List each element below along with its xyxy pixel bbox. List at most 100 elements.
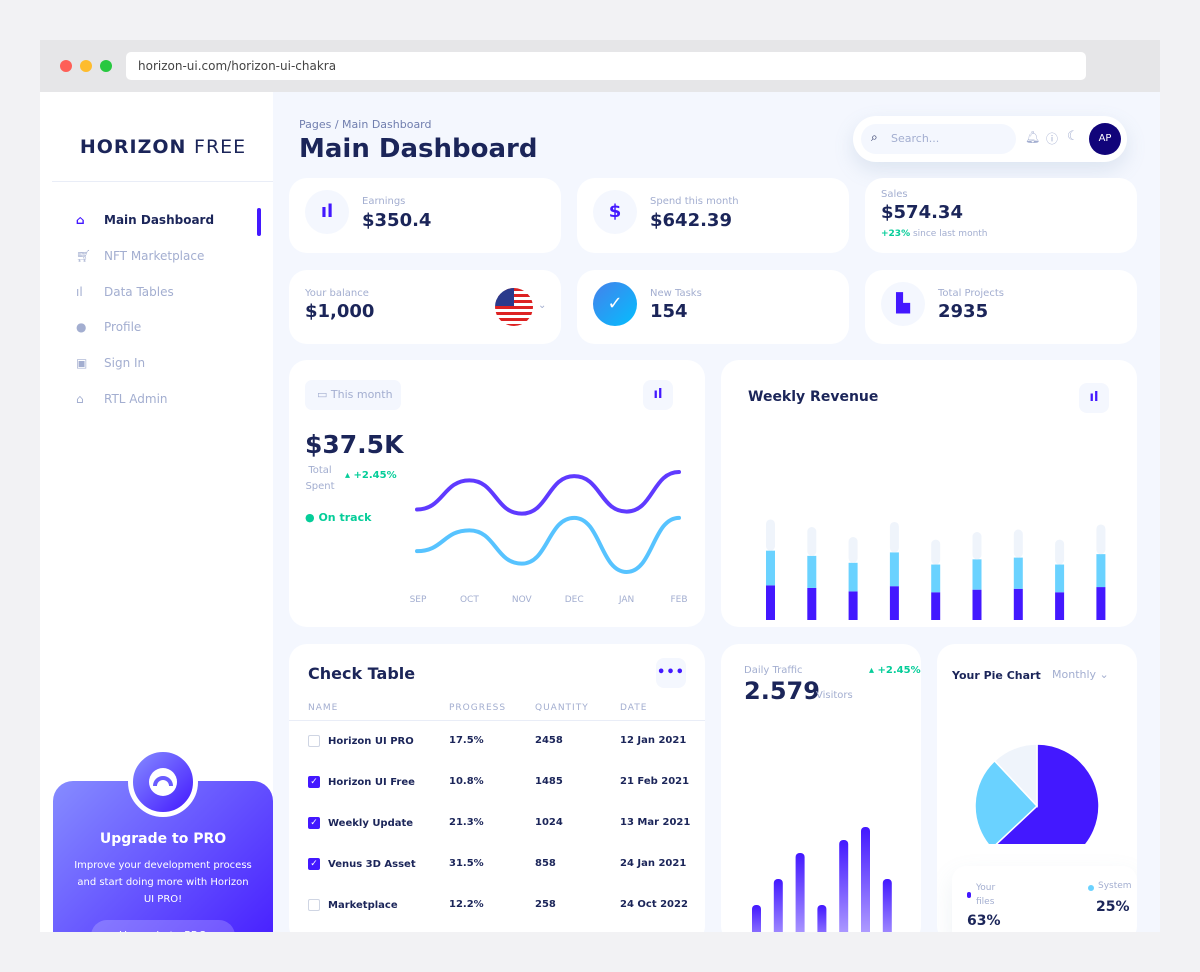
promo-text: Improve your development process and sta… bbox=[74, 860, 252, 905]
upgrade-button[interactable]: Upgrade to PRO bbox=[91, 920, 235, 932]
pie-legend: Your files 63% System 25% bbox=[952, 866, 1137, 932]
traffic-bar bbox=[839, 840, 849, 932]
x-tick-label: FEB bbox=[670, 595, 687, 605]
sidebar-item-label: Sign In bbox=[104, 356, 146, 371]
legend-label: Your files bbox=[976, 883, 996, 907]
us-flag-icon[interactable] bbox=[495, 288, 533, 326]
moon-icon[interactable]: ☾ bbox=[1067, 129, 1079, 144]
change-indicator: ▴ +2.45% bbox=[345, 470, 397, 481]
period-button[interactable]: ▭ This month bbox=[305, 380, 401, 410]
chart-options-button[interactable]: ıl bbox=[643, 380, 673, 410]
stat-label: New Tasks bbox=[650, 288, 702, 299]
stat-label: Your balance bbox=[305, 288, 369, 299]
sidebar-item[interactable]: ⌂ RTL Admin bbox=[76, 392, 168, 406]
total-spent-label: Total Spent bbox=[305, 465, 335, 492]
check-table-card: Check Table ••• NAME PROGRESS QUANTITY DATE… bbox=[289, 644, 705, 932]
promo-title: Upgrade to PRO bbox=[99, 831, 227, 847]
dollar-icon: $ bbox=[593, 190, 637, 234]
period-select[interactable]: Monthly ⌄ bbox=[1052, 668, 1109, 681]
bell-icon[interactable]: 🔔︎ bbox=[1025, 130, 1041, 144]
person-icon: ● bbox=[76, 320, 87, 335]
row-quantity: 858 bbox=[535, 858, 556, 869]
legend-value: 25% bbox=[1096, 899, 1130, 915]
search-icon: ⌕ bbox=[871, 130, 878, 144]
sidebar-item[interactable]: ● Profile bbox=[76, 320, 141, 334]
stacked-bar-segment bbox=[1013, 588, 1023, 620]
sidebar-item-label: Data Tables bbox=[104, 284, 174, 299]
column-header[interactable]: QUANTITY bbox=[535, 696, 620, 721]
row-checkbox[interactable] bbox=[308, 734, 320, 747]
column-header[interactable]: NAME bbox=[289, 696, 449, 721]
row-checkbox[interactable]: ✓ bbox=[308, 816, 320, 829]
search-input[interactable]: Search... bbox=[861, 124, 1016, 154]
stacked-bar-segment bbox=[931, 592, 941, 620]
promo-logo-icon bbox=[128, 747, 198, 817]
row-name: Marketplace bbox=[328, 899, 398, 911]
more-options-button[interactable]: ••• bbox=[656, 658, 686, 688]
row-name: Weekly Update bbox=[328, 817, 414, 829]
row-quantity: 258 bbox=[535, 899, 556, 910]
sidebar-item[interactable]: 🛒︎ NFT Marketplace bbox=[76, 249, 204, 263]
column-header[interactable]: PROGRESS bbox=[449, 696, 535, 721]
minimize-window-button[interactable] bbox=[80, 60, 92, 72]
legend-label: System bbox=[1098, 881, 1132, 891]
chevron-down-icon: ⌄ bbox=[1099, 668, 1109, 681]
stacked-bar-segment bbox=[807, 527, 817, 556]
status-text: On track bbox=[318, 511, 372, 524]
check-circle-icon: ● bbox=[305, 511, 315, 524]
period-value: Monthly bbox=[1052, 668, 1097, 681]
stacked-bar-segment bbox=[1096, 554, 1106, 588]
close-window-button[interactable] bbox=[60, 60, 72, 72]
stat-label: Total Projects bbox=[938, 288, 1004, 299]
row-name: Venus 3D Asset bbox=[328, 858, 416, 870]
row-checkbox[interactable] bbox=[308, 898, 320, 911]
pie-slice bbox=[995, 743, 1100, 844]
change-value: +2.45% bbox=[353, 470, 397, 481]
x-tick-label: DEC bbox=[565, 595, 584, 605]
address-bar[interactable]: horizon-ui.com/horizon-ui-chakra bbox=[126, 52, 1086, 80]
row-progress: 12.2% bbox=[449, 899, 484, 910]
row-date: 12 Jan 2021 bbox=[620, 735, 687, 747]
home-icon: ⌂ bbox=[76, 213, 85, 227]
stat-card-sales: Sales $574.34 +23% since last month bbox=[865, 178, 1137, 253]
card-label: Daily Traffic bbox=[744, 665, 803, 676]
column-header[interactable]: DATE bbox=[620, 696, 705, 721]
bar-chart-icon: ıl bbox=[305, 190, 349, 234]
row-name: Horizon UI Free bbox=[328, 776, 415, 788]
stat-change: +23% bbox=[881, 229, 911, 239]
stacked-bar-segment bbox=[889, 586, 899, 620]
row-progress: 17.5% bbox=[449, 735, 484, 747]
home-icon: ⌂ bbox=[76, 392, 84, 406]
avatar[interactable]: AP bbox=[1089, 123, 1121, 155]
stacked-bar-segment bbox=[1013, 529, 1023, 558]
row-checkbox[interactable]: ✓ bbox=[308, 775, 320, 788]
stat-value: $350.4 bbox=[362, 210, 432, 231]
pie-chart-card: Your Pie Chart Monthly ⌄ Your files 63% … bbox=[937, 644, 1137, 932]
stat-value: $574.34 bbox=[881, 202, 963, 223]
traffic-bar bbox=[795, 853, 805, 932]
stat-value: 154 bbox=[650, 301, 688, 322]
row-quantity: 2458 bbox=[535, 735, 563, 747]
lock-icon: ▣ bbox=[76, 356, 88, 371]
sidebar-item[interactable]: ıl Data Tables bbox=[76, 285, 174, 299]
cart-icon: 🛒︎ bbox=[76, 248, 92, 263]
pie-chart bbox=[974, 743, 1100, 844]
x-tick-label: JAN bbox=[618, 595, 634, 605]
info-icon[interactable]: ⓘ bbox=[1046, 132, 1059, 146]
chart-options-button[interactable]: ıl bbox=[1079, 383, 1109, 413]
sidebar-item[interactable]: ▣ Sign In bbox=[76, 356, 145, 370]
sidebar-item-label: NFT Marketplace bbox=[104, 248, 205, 263]
x-tick-label: SEP bbox=[410, 595, 427, 605]
total-spent-value: $37.5K bbox=[305, 430, 404, 459]
chevron-down-icon[interactable]: ⌄ bbox=[538, 300, 547, 311]
row-date: 24 Jan 2021 bbox=[620, 858, 687, 869]
sidebar-item[interactable]: ⌂ Main Dashboard bbox=[76, 213, 214, 227]
row-date: 24 Oct 2022 bbox=[620, 899, 688, 910]
divider bbox=[52, 181, 273, 182]
row-quantity: 1485 bbox=[535, 776, 563, 787]
table-row: ✓ Horizon UI Free 10.8% 1485 21 Feb 2021 bbox=[289, 761, 705, 802]
row-progress: 31.5% bbox=[449, 858, 484, 869]
breadcrumb[interactable]: Pages / Main Dashboard bbox=[299, 118, 432, 131]
maximize-window-button[interactable] bbox=[100, 60, 112, 72]
row-checkbox[interactable]: ✓ bbox=[308, 857, 320, 870]
